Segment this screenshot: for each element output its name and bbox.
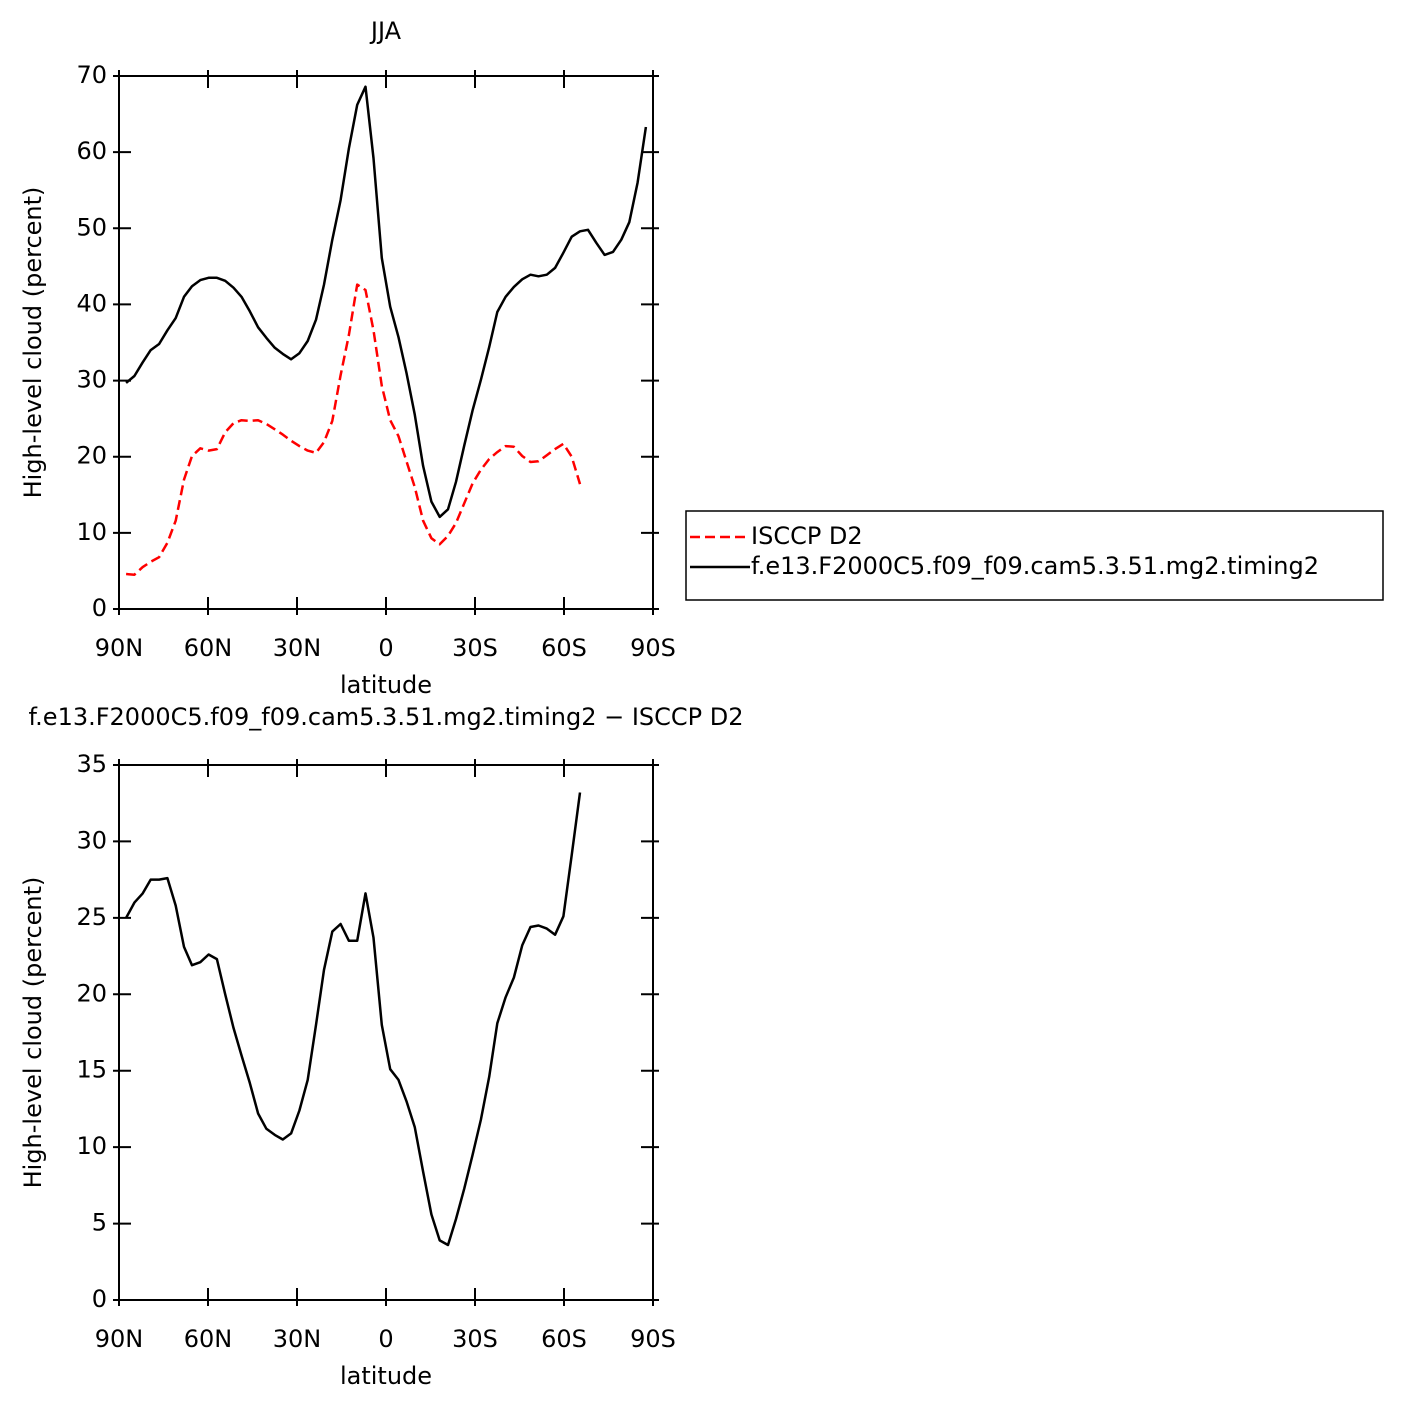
y-axis-label: High-level cloud (percent) bbox=[19, 877, 47, 1189]
x-tick-label: 30S bbox=[452, 634, 498, 662]
x-tick-label: 90S bbox=[630, 1325, 676, 1353]
y-tick-label: 40 bbox=[76, 289, 107, 317]
plot-frame bbox=[118, 75, 654, 610]
plot-frame bbox=[118, 764, 654, 1301]
y-tick-label: 5 bbox=[92, 1209, 107, 1237]
x-tick-label: 90S bbox=[630, 634, 676, 662]
chart-title: JJA bbox=[369, 17, 402, 45]
x-tick-label: 0 bbox=[378, 634, 393, 662]
legend-label: f.e13.F2000C5.f09_f09.cam5.3.51.mg2.timi… bbox=[751, 552, 1319, 580]
x-axis-label: latitude bbox=[340, 671, 432, 699]
x-tick-label: 60S bbox=[541, 1325, 587, 1353]
y-tick-label: 60 bbox=[76, 137, 107, 165]
x-tick-label: 90N bbox=[95, 1325, 144, 1353]
y-tick-label: 10 bbox=[76, 1132, 107, 1160]
x-tick-label: 60N bbox=[184, 1325, 233, 1353]
y-tick-label: 30 bbox=[76, 826, 107, 854]
y-tick-label: 10 bbox=[76, 518, 107, 546]
y-tick-label: 0 bbox=[92, 594, 107, 622]
x-tick-label: 30N bbox=[273, 634, 322, 662]
y-tick-label: 20 bbox=[76, 442, 107, 470]
x-axis-label: latitude bbox=[340, 1362, 432, 1390]
x-tick-label: 0 bbox=[378, 1325, 393, 1353]
y-tick-label: 15 bbox=[76, 1056, 107, 1084]
line-series bbox=[125, 283, 582, 576]
line-series bbox=[125, 792, 582, 1247]
y-tick-label: 35 bbox=[76, 750, 107, 778]
y-tick-label: 20 bbox=[76, 979, 107, 1007]
chart-title: f.e13.F2000C5.f09_f09.cam5.3.51.mg2.timi… bbox=[28, 703, 743, 731]
x-tick-label: 30N bbox=[273, 1325, 322, 1353]
x-tick-label: 60S bbox=[541, 634, 587, 662]
y-tick-label: 25 bbox=[76, 903, 107, 931]
y-tick-label: 30 bbox=[76, 366, 107, 394]
legend-box bbox=[685, 510, 1384, 601]
y-tick-label: 50 bbox=[76, 213, 107, 241]
legend-label: ISCCP D2 bbox=[751, 522, 863, 550]
x-tick-label: 90N bbox=[95, 634, 144, 662]
x-tick-label: 60N bbox=[184, 634, 233, 662]
y-tick-label: 0 bbox=[92, 1285, 107, 1313]
y-axis-label: High-level cloud (percent) bbox=[19, 187, 47, 499]
y-tick-label: 70 bbox=[76, 61, 107, 89]
x-tick-label: 30S bbox=[452, 1325, 498, 1353]
line-series bbox=[125, 85, 648, 519]
